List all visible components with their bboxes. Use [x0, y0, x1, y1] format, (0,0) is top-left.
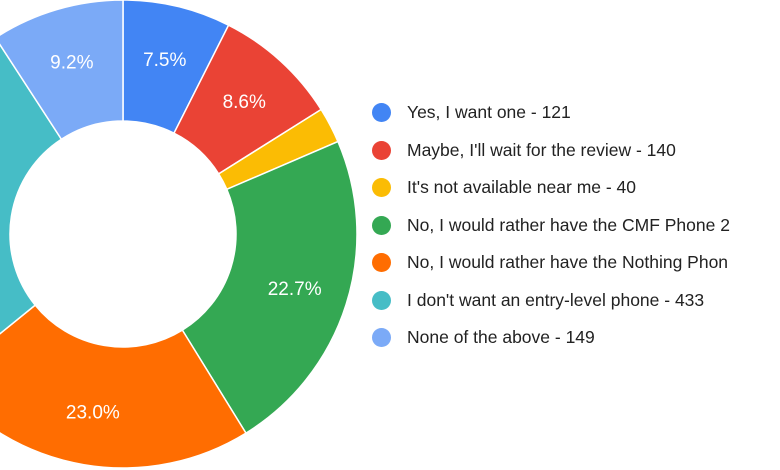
slice-label-6: 9.2% — [50, 52, 93, 73]
slice-3[interactable] — [181, 140, 358, 435]
legend-item[interactable]: It's not available near me - 40 — [372, 169, 780, 207]
slice-label-1: 8.6% — [223, 92, 266, 113]
slice-label-4: 23.0% — [66, 402, 120, 423]
donut-chart: 7.5% 8.6% 22.7% 23.0% 9.2% — [0, 0, 358, 469]
legend-item[interactable]: Yes, I want one - 121 — [372, 94, 780, 132]
legend-item[interactable]: None of the above - 149 — [372, 319, 780, 357]
legend-label: I don't want an entry-level phone - 433 — [407, 289, 705, 310]
legend-label: Maybe, I'll wait for the review - 140 — [407, 139, 676, 160]
legend-item[interactable]: No, I would rather have the Nothing Phon — [372, 244, 780, 282]
legend-swatch — [372, 140, 391, 160]
slice-label-0: 7.5% — [143, 50, 186, 71]
legend: Yes, I want one - 121 Maybe, I'll wait fo… — [372, 94, 780, 357]
slice-6[interactable] — [0, 0, 124, 141]
legend-swatch — [372, 178, 391, 198]
legend-swatch — [372, 290, 391, 310]
legend-swatch — [372, 328, 391, 348]
legend-label: Yes, I want one - 121 — [407, 102, 571, 123]
legend-item[interactable]: No, I would rather have the CMF Phone 2 — [372, 207, 780, 245]
slice-4[interactable] — [0, 304, 247, 469]
legend-label: No, I would rather have the Nothing Phon — [407, 252, 729, 273]
legend-item[interactable]: I don't want an entry-level phone - 433 — [372, 282, 780, 320]
legend-label: No, I would rather have the CMF Phone 2 — [407, 214, 730, 235]
legend-label: It's not available near me - 40 — [407, 177, 637, 198]
legend-swatch — [372, 253, 391, 273]
legend-label: None of the above - 149 — [407, 327, 595, 348]
legend-swatch — [372, 215, 391, 235]
legend-swatch — [372, 103, 391, 123]
slice-label-3: 22.7% — [268, 279, 322, 300]
legend-item[interactable]: Maybe, I'll wait for the review - 140 — [372, 132, 780, 170]
